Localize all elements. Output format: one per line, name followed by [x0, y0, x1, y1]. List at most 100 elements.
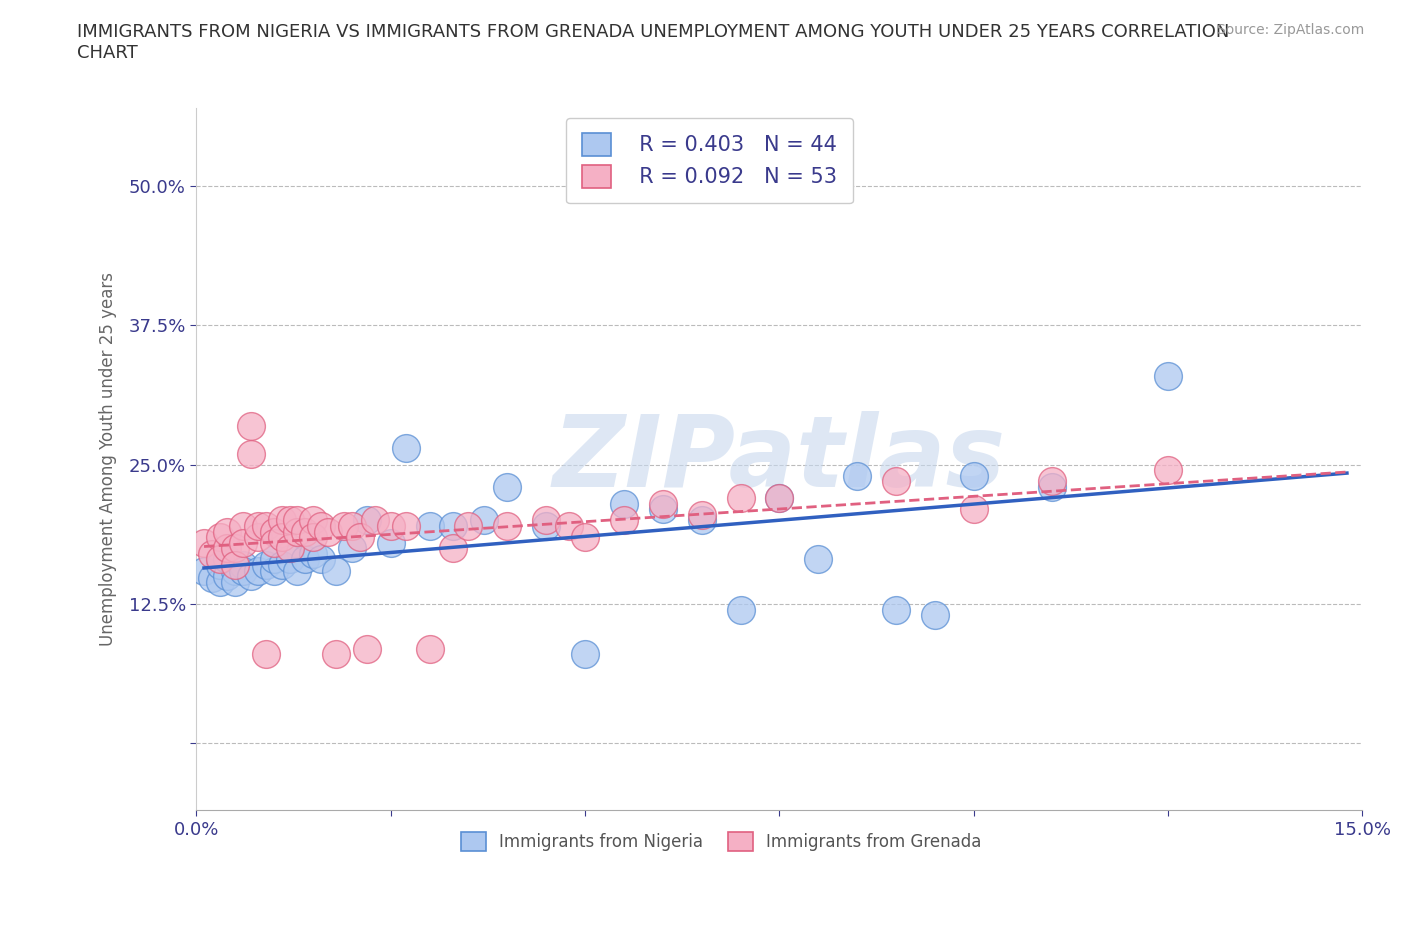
Point: [457, 519, 479, 534]
Point: [574, 646, 596, 661]
Point: [364, 513, 387, 528]
Point: [201, 571, 224, 586]
Point: [349, 530, 371, 545]
Point: [285, 525, 308, 539]
Point: [380, 536, 402, 551]
Point: [418, 519, 440, 534]
Point: [285, 513, 308, 528]
Point: [278, 513, 301, 528]
Point: [208, 575, 231, 590]
Point: [1040, 474, 1063, 489]
Point: [356, 641, 378, 656]
Point: [247, 530, 270, 545]
Point: [318, 525, 340, 539]
Point: [278, 552, 301, 567]
Point: [263, 564, 285, 578]
Point: [395, 519, 418, 534]
Point: [534, 519, 557, 534]
Point: [884, 602, 907, 617]
Point: [534, 513, 557, 528]
Point: [302, 513, 325, 528]
Point: [730, 602, 752, 617]
Point: [395, 441, 418, 456]
Point: [232, 564, 254, 578]
Point: [846, 469, 869, 484]
Point: [208, 552, 231, 567]
Point: [208, 558, 231, 573]
Point: [558, 519, 581, 534]
Point: [730, 491, 752, 506]
Point: [963, 469, 986, 484]
Point: [224, 558, 246, 573]
Point: [441, 541, 464, 556]
Point: [807, 552, 830, 567]
Legend: Immigrants from Nigeria, Immigrants from Grenada: Immigrants from Nigeria, Immigrants from…: [454, 826, 988, 858]
Point: [263, 536, 285, 551]
Point: [496, 480, 519, 495]
Point: [309, 519, 332, 534]
Point: [333, 519, 356, 534]
Point: [232, 558, 254, 573]
Point: [270, 513, 292, 528]
Point: [254, 519, 277, 534]
Point: [574, 530, 596, 545]
Point: [302, 547, 325, 562]
Point: [472, 513, 495, 528]
Point: [193, 564, 215, 578]
Point: [217, 552, 239, 567]
Point: [239, 446, 262, 461]
Point: [294, 552, 316, 567]
Point: [254, 646, 277, 661]
Point: [270, 530, 292, 545]
Point: [418, 641, 440, 656]
Point: [217, 569, 239, 584]
Point: [263, 525, 285, 539]
Point: [254, 558, 277, 573]
Point: [1157, 368, 1180, 383]
Point: [232, 519, 254, 534]
Point: [217, 525, 239, 539]
Point: [690, 513, 713, 528]
Point: [309, 552, 332, 567]
Point: [613, 513, 636, 528]
Point: [651, 502, 673, 517]
Point: [496, 519, 519, 534]
Point: [263, 552, 285, 567]
Point: [278, 541, 301, 556]
Text: IMMIGRANTS FROM NIGERIA VS IMMIGRANTS FROM GRENADA UNEMPLOYMENT AMONG YOUTH UNDE: IMMIGRANTS FROM NIGERIA VS IMMIGRANTS FR…: [77, 23, 1230, 62]
Point: [193, 536, 215, 551]
Point: [1040, 480, 1063, 495]
Point: [224, 564, 246, 578]
Point: [924, 607, 946, 622]
Point: [768, 491, 790, 506]
Point: [325, 564, 347, 578]
Point: [884, 474, 907, 489]
Point: [690, 508, 713, 523]
Point: [224, 575, 246, 590]
Y-axis label: Unemployment Among Youth under 25 years: Unemployment Among Youth under 25 years: [100, 272, 117, 646]
Point: [239, 418, 262, 433]
Point: [208, 530, 231, 545]
Point: [294, 525, 316, 539]
Point: [232, 536, 254, 551]
Text: Source: ZipAtlas.com: Source: ZipAtlas.com: [1216, 23, 1364, 37]
Point: [285, 564, 308, 578]
Point: [613, 497, 636, 512]
Point: [201, 547, 224, 562]
Point: [768, 491, 790, 506]
Point: [963, 502, 986, 517]
Point: [325, 646, 347, 661]
Point: [239, 569, 262, 584]
Point: [302, 530, 325, 545]
Point: [217, 541, 239, 556]
Point: [247, 564, 270, 578]
Point: [380, 519, 402, 534]
Point: [1157, 463, 1180, 478]
Point: [270, 558, 292, 573]
Point: [247, 519, 270, 534]
Point: [651, 497, 673, 512]
Point: [340, 519, 363, 534]
Point: [224, 541, 246, 556]
Text: ZIPatlas: ZIPatlas: [553, 411, 1005, 508]
Point: [356, 513, 378, 528]
